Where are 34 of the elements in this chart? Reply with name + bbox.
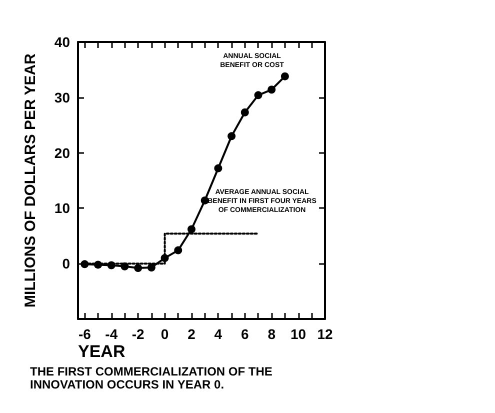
text: THE FIRST COMMERCIALIZATION OF THE INNOVATION OCCURS IN YEAR 0. <box>30 364 272 392</box>
point <box>160 254 169 262</box>
point <box>120 262 129 270</box>
point <box>187 225 196 234</box>
point <box>147 263 156 272</box>
point <box>280 72 289 80</box>
x-tick-label: 6 <box>240 326 249 342</box>
x-tick-label: -6 <box>78 326 92 342</box>
y-tick-label: 30 <box>54 89 70 106</box>
y-axis-title: MILLIONS OF DOLLARS PER YEAR <box>22 53 39 308</box>
x-tick-label: 8 <box>268 326 276 342</box>
x-axis-title: YEAR <box>78 342 126 361</box>
y-tick-label: 20 <box>54 144 70 161</box>
y-tick-label: 10 <box>54 200 70 216</box>
point <box>228 132 236 140</box>
point <box>80 260 89 268</box>
x-tick-label: 2 <box>188 326 196 342</box>
point <box>94 260 102 269</box>
x-tick-label: -2 <box>132 326 145 342</box>
x-tick-label: 12 <box>317 326 333 342</box>
y-tick-label: 0 <box>62 256 70 272</box>
point <box>254 91 262 100</box>
x-tick-label: 4 <box>214 326 222 342</box>
point <box>214 164 222 172</box>
point <box>268 86 276 94</box>
y-tick-label: 40 <box>54 34 70 50</box>
x-tick-label: 0 <box>160 326 169 342</box>
point <box>134 264 142 272</box>
point <box>240 108 249 116</box>
point <box>107 261 116 270</box>
point <box>200 196 209 204</box>
x-tick-label: 10 <box>290 326 306 342</box>
point <box>174 246 182 254</box>
x-tick-label: -4 <box>105 326 118 342</box>
